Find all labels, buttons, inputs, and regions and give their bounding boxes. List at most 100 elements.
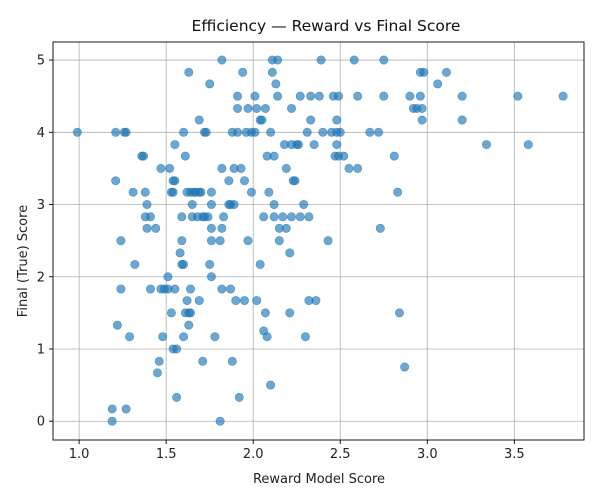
data-point (166, 308, 176, 318)
data-point (304, 212, 314, 222)
data-point (184, 320, 194, 330)
data-point (271, 79, 281, 89)
data-point (238, 67, 248, 77)
data-point (335, 127, 345, 137)
data-point (295, 212, 305, 222)
data-point (374, 127, 384, 137)
data-point (309, 140, 319, 150)
data-point (128, 187, 138, 197)
data-point (170, 140, 180, 150)
y-axis-label: Final (True) Score (16, 205, 31, 317)
data-point (111, 127, 121, 137)
data-point (419, 67, 429, 77)
y-tick-label: 0 (37, 415, 45, 430)
data-point (417, 103, 427, 113)
data-point (433, 79, 443, 89)
x-tick-label: 3.5 (504, 447, 525, 462)
data-point (287, 212, 297, 222)
data-point (266, 380, 276, 390)
data-point (389, 151, 399, 161)
data-point (206, 200, 216, 210)
data-point (281, 163, 291, 173)
data-point (441, 67, 451, 77)
data-point (215, 236, 225, 246)
data-point (203, 212, 213, 222)
data-point (523, 140, 533, 150)
data-point (306, 91, 316, 101)
data-point (217, 55, 227, 65)
data-point (240, 176, 250, 186)
data-point (125, 332, 135, 342)
y-tick-label: 2 (37, 270, 45, 285)
data-point (229, 200, 239, 210)
data-point (72, 127, 82, 137)
data-point (224, 176, 234, 186)
data-point (353, 163, 363, 173)
data-point (365, 127, 375, 137)
data-point (177, 212, 187, 222)
data-point (130, 259, 140, 269)
data-point (379, 55, 389, 65)
data-point (375, 223, 385, 233)
data-point (217, 163, 227, 173)
y-tick-label: 5 (37, 54, 45, 69)
data-point (457, 91, 467, 101)
data-point (287, 103, 297, 113)
data-point (250, 91, 260, 101)
data-point (250, 127, 260, 137)
data-point (154, 356, 164, 366)
data-points (72, 55, 568, 426)
data-point (182, 296, 192, 306)
data-point (295, 91, 305, 101)
data-point (140, 187, 150, 197)
data-point (259, 212, 269, 222)
data-point (299, 200, 309, 210)
data-point (121, 127, 131, 137)
data-point (179, 259, 189, 269)
data-point (246, 187, 256, 197)
data-point (170, 284, 180, 294)
y-axis-ticks: 0 1 2 3 4 5 (37, 54, 53, 430)
data-point (206, 187, 216, 197)
data-point (234, 392, 244, 402)
data-point (323, 236, 333, 246)
data-point (262, 332, 272, 342)
data-point (156, 163, 166, 173)
data-point (139, 151, 149, 161)
x-tick-label: 1.5 (156, 447, 177, 462)
data-point (233, 103, 243, 113)
data-point (186, 284, 196, 294)
data-point (344, 163, 354, 173)
y-tick-label: 1 (37, 342, 45, 357)
data-point (252, 296, 262, 306)
data-point (278, 212, 288, 222)
x-axis-label: Reward Model Score (253, 472, 385, 487)
data-point (226, 284, 236, 294)
data-point (274, 236, 284, 246)
x-tick-label: 1.0 (69, 447, 90, 462)
data-point (217, 223, 227, 233)
data-point (107, 404, 117, 414)
data-point (121, 404, 131, 414)
data-point (257, 115, 267, 125)
data-point (332, 115, 342, 125)
data-point (558, 91, 568, 101)
data-point (219, 212, 229, 222)
data-point (339, 151, 349, 161)
data-point (306, 115, 316, 125)
data-point (236, 163, 246, 173)
data-point (240, 296, 250, 306)
data-point (281, 223, 291, 233)
chart-title: Efficiency — Reward vs Final Score (192, 17, 461, 35)
data-point (260, 308, 270, 318)
data-point (290, 176, 300, 186)
y-tick-label: 3 (37, 198, 45, 213)
data-point (194, 115, 204, 125)
data-point (300, 332, 310, 342)
data-point (273, 91, 283, 101)
data-point (175, 248, 185, 258)
data-point (311, 296, 321, 306)
data-point (269, 151, 279, 161)
